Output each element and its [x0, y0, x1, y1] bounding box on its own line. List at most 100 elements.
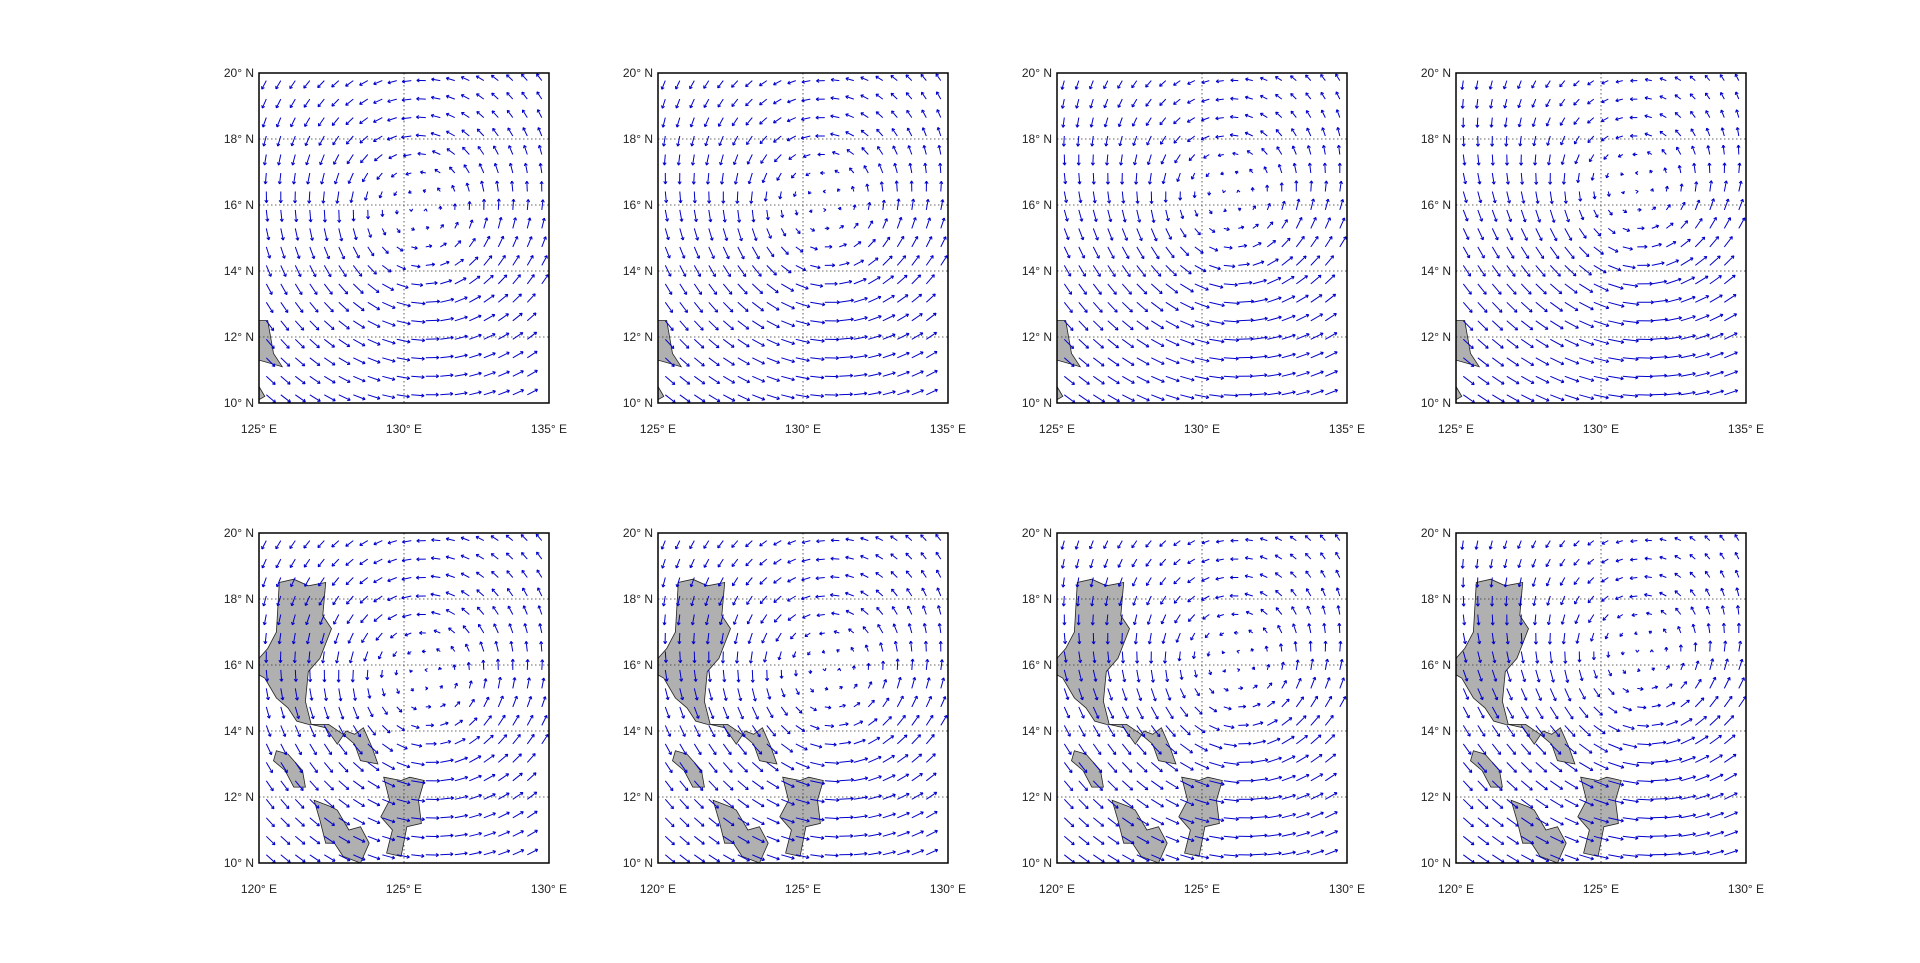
wind-vector: [425, 262, 436, 267]
wind-vector: [324, 375, 336, 384]
wind-vector: [766, 246, 775, 258]
wind-vector: [396, 228, 401, 234]
wind-vector: [527, 350, 538, 359]
wind-vector: [401, 135, 412, 140]
wind-vector: [445, 76, 455, 82]
x-tick-label: 130° E: [1184, 422, 1220, 436]
wind-vector: [664, 228, 670, 241]
wind-vector: [411, 338, 426, 343]
wind-vector: [319, 154, 325, 166]
y-tick-label: 12° N: [623, 790, 653, 804]
wind-vector: [440, 260, 450, 266]
x-tick-label: 135° E: [1728, 422, 1764, 436]
wind-vector: [367, 338, 381, 346]
wind-vector: [746, 154, 753, 165]
wind-vector: [661, 98, 666, 109]
wind-vector: [664, 246, 671, 259]
wind-vector: [483, 313, 496, 322]
wind-vector: [294, 357, 306, 367]
wind-vector: [497, 255, 506, 266]
wind-vector: [338, 265, 347, 278]
wind-vector: [708, 338, 720, 349]
wind-vector: [708, 394, 721, 402]
wind-vector: [708, 375, 721, 384]
wind-vector: [737, 394, 751, 402]
wind-vector: [265, 302, 274, 314]
wind-vector: [279, 209, 284, 222]
wind-vector: [347, 172, 354, 185]
wind-vector: [323, 338, 335, 348]
wind-vector: [352, 283, 364, 294]
y-tick-label: 10° N: [1022, 856, 1052, 870]
wind-vector: [759, 135, 768, 145]
wind-vector: [439, 224, 444, 229]
wind-vector: [526, 331, 538, 340]
wind-vector: [320, 172, 325, 185]
wind-vector: [677, 172, 682, 185]
wind-vector: [367, 301, 381, 311]
wind-vector: [689, 117, 695, 128]
wind-vector: [690, 135, 695, 147]
wind-vector: [425, 374, 439, 379]
wind-vector: [703, 98, 710, 108]
wind-vector: [338, 357, 351, 365]
wind-vector: [717, 117, 724, 127]
wind-vector: [703, 80, 710, 89]
y-tick-label: 16° N: [623, 658, 653, 672]
wind-vector: [766, 375, 780, 382]
y-tick-label: 20° N: [224, 526, 254, 540]
wind-vector: [382, 394, 396, 400]
wind-vector: [276, 135, 282, 147]
wind-vector: [265, 209, 270, 222]
wind-vector: [345, 117, 354, 126]
y-tick-label: 18° N: [1421, 132, 1451, 146]
map-panel-1-2: 125° E 130° E 135° E 10° N 12° N 14° N 16° N 18…: [623, 66, 966, 436]
x-tick-label: 125° E: [1184, 882, 1220, 896]
wind-vector: [280, 338, 290, 349]
wind-vector: [373, 135, 383, 142]
y-tick-label: 10° N: [224, 396, 254, 410]
wind-vector: [663, 172, 668, 185]
y-tick-label: 12° N: [623, 330, 653, 344]
x-tick-label: 120° E: [1438, 882, 1474, 896]
wind-vector: [766, 265, 777, 276]
wind-vector: [722, 301, 734, 313]
wind-vector: [277, 154, 282, 166]
x-tick-label: 125° E: [386, 882, 422, 896]
wind-vector: [275, 117, 282, 128]
y-tick-label: 12° N: [224, 330, 254, 344]
y-tick-label: 14° N: [1022, 724, 1052, 738]
wind-vector: [679, 283, 688, 295]
y-tick-label: 12° N: [1421, 790, 1451, 804]
wind-vector: [367, 394, 381, 400]
wind-vector: [378, 191, 383, 199]
wind-vector: [527, 369, 538, 377]
wind-vector: [305, 154, 311, 166]
wind-vector: [719, 154, 724, 166]
wind-vector: [735, 191, 740, 204]
wind-vector: [766, 394, 780, 401]
wind-vector: [265, 283, 273, 295]
wind-vector: [523, 162, 528, 174]
wind-vector: [430, 95, 441, 100]
y-tick-label: 16° N: [1022, 658, 1052, 672]
y-tick-label: 18° N: [623, 592, 653, 606]
wind-vector: [468, 256, 479, 266]
wind-vector: [526, 312, 537, 322]
wind-vector: [292, 191, 298, 204]
wind-vector: [676, 135, 681, 147]
wind-vector: [374, 154, 383, 162]
wind-vector: [483, 333, 496, 340]
wind-vector: [664, 320, 674, 331]
wind-vector: [322, 209, 327, 223]
wind-vector: [454, 372, 468, 377]
x-tick-label: 120° E: [640, 882, 676, 896]
wind-vector: [721, 191, 726, 204]
wind-vector: [411, 264, 421, 269]
wind-vector: [737, 265, 747, 277]
wind-vector: [417, 151, 426, 156]
wind-vector: [751, 246, 760, 260]
wind-vector: [411, 301, 426, 306]
wind-vector: [749, 191, 754, 204]
wind-vector: [526, 274, 535, 285]
